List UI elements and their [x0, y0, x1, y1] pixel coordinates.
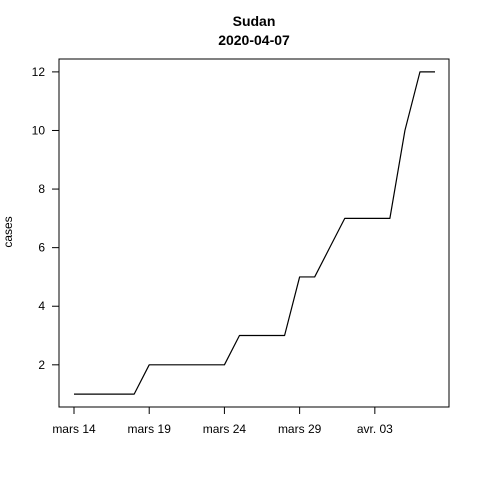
y-tick-label: 10 — [32, 123, 46, 137]
y-tick-label: 4 — [38, 299, 45, 313]
x-tick-label: mars 24 — [203, 422, 247, 436]
y-tick-label: 6 — [38, 241, 45, 255]
series-layer — [74, 71, 435, 395]
y-tick-label: 12 — [32, 65, 46, 79]
x-tick-label: mars 29 — [278, 422, 322, 436]
y-tick-label: 2 — [38, 358, 45, 372]
x-tick-label: mars 19 — [128, 422, 172, 436]
chart-title: Sudan — [233, 13, 276, 29]
series-line-0 — [74, 71, 435, 395]
y-axis-label: cases — [1, 216, 15, 247]
chart-subtitle: 2020-04-07 — [218, 32, 290, 48]
x-tick-label: avr. 03 — [357, 422, 393, 436]
plot-frame — [58, 58, 450, 408]
y-tick-label: 8 — [38, 182, 45, 196]
x-tick-label: mars 14 — [52, 422, 96, 436]
x-axis: mars 14 mars 19 mars 24 mars 29 avr. 03 — [52, 406, 393, 436]
y-axis: 2 4 6 8 10 12 — [32, 65, 60, 372]
